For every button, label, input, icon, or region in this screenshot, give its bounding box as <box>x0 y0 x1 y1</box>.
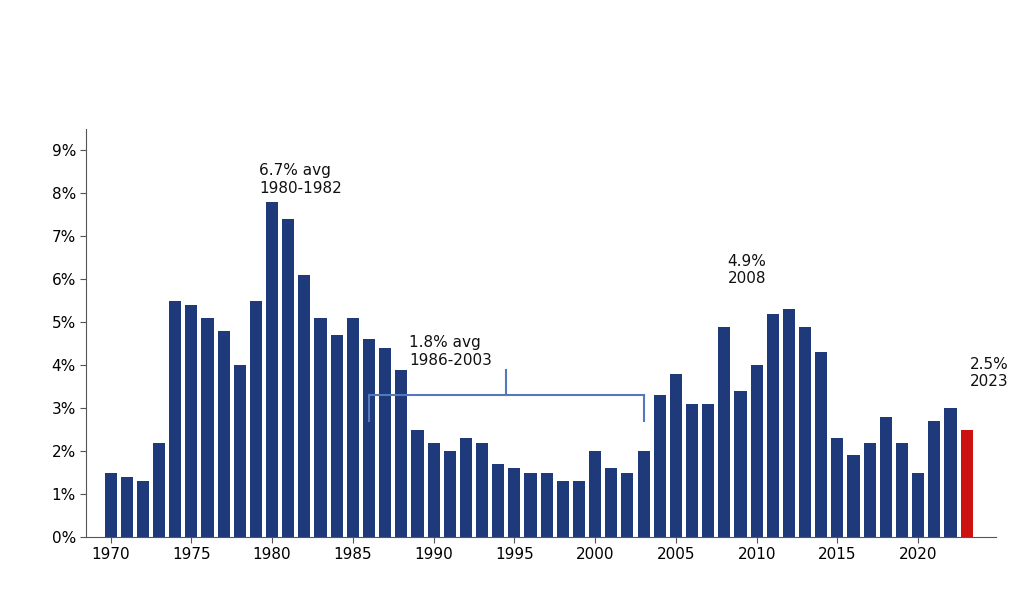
Bar <box>492 464 504 537</box>
Bar <box>379 348 391 537</box>
Bar <box>912 473 925 537</box>
Bar <box>346 318 359 537</box>
Bar <box>702 404 714 537</box>
Bar <box>153 443 165 537</box>
Bar <box>428 443 440 537</box>
Bar <box>767 314 779 537</box>
Bar <box>411 430 424 537</box>
Bar <box>363 340 375 537</box>
Bar <box>960 430 972 537</box>
Bar <box>751 365 763 537</box>
Bar <box>282 219 295 537</box>
Bar <box>444 451 456 537</box>
Bar <box>105 473 117 537</box>
Bar <box>686 404 698 537</box>
Bar <box>395 370 407 537</box>
Bar <box>557 481 569 537</box>
Text: Oil burden on global economy is more comparable to 1986-2003 than
2008: Oil burden on global economy is more com… <box>22 25 785 68</box>
Bar <box>217 331 230 537</box>
Bar <box>524 473 536 537</box>
Bar <box>541 473 553 537</box>
Bar <box>573 481 585 537</box>
Text: 4.9%
2008: 4.9% 2008 <box>727 254 766 286</box>
Bar <box>929 421 941 537</box>
Text: 6.7% avg
1980-1982: 6.7% avg 1980-1982 <box>259 163 342 196</box>
Bar <box>330 335 342 537</box>
Bar <box>606 468 618 537</box>
Bar <box>299 275 311 537</box>
Bar <box>589 451 601 537</box>
Bar <box>121 477 133 537</box>
Bar <box>508 468 520 537</box>
Bar <box>799 326 811 537</box>
Bar <box>185 305 197 537</box>
Bar <box>137 481 149 537</box>
Bar <box>201 318 213 537</box>
Bar <box>266 202 278 537</box>
Bar <box>847 455 860 537</box>
Bar <box>815 352 827 537</box>
Bar <box>896 443 908 537</box>
Bar <box>783 310 795 537</box>
Bar <box>880 417 892 537</box>
Bar <box>735 391 747 537</box>
Text: 1.8% avg
1986-2003: 1.8% avg 1986-2003 <box>409 335 493 368</box>
Bar <box>315 318 326 537</box>
Bar <box>945 408 956 537</box>
Bar <box>864 443 876 537</box>
Bar <box>234 365 246 537</box>
Bar <box>169 301 181 537</box>
Bar <box>622 473 634 537</box>
Bar <box>250 301 262 537</box>
Bar <box>670 374 682 537</box>
Bar <box>477 443 488 537</box>
Text: 2.5%
2023: 2.5% 2023 <box>970 356 1009 389</box>
Bar <box>831 438 843 537</box>
Bar <box>460 438 472 537</box>
Bar <box>653 395 665 537</box>
Bar <box>718 326 731 537</box>
Bar <box>637 451 649 537</box>
